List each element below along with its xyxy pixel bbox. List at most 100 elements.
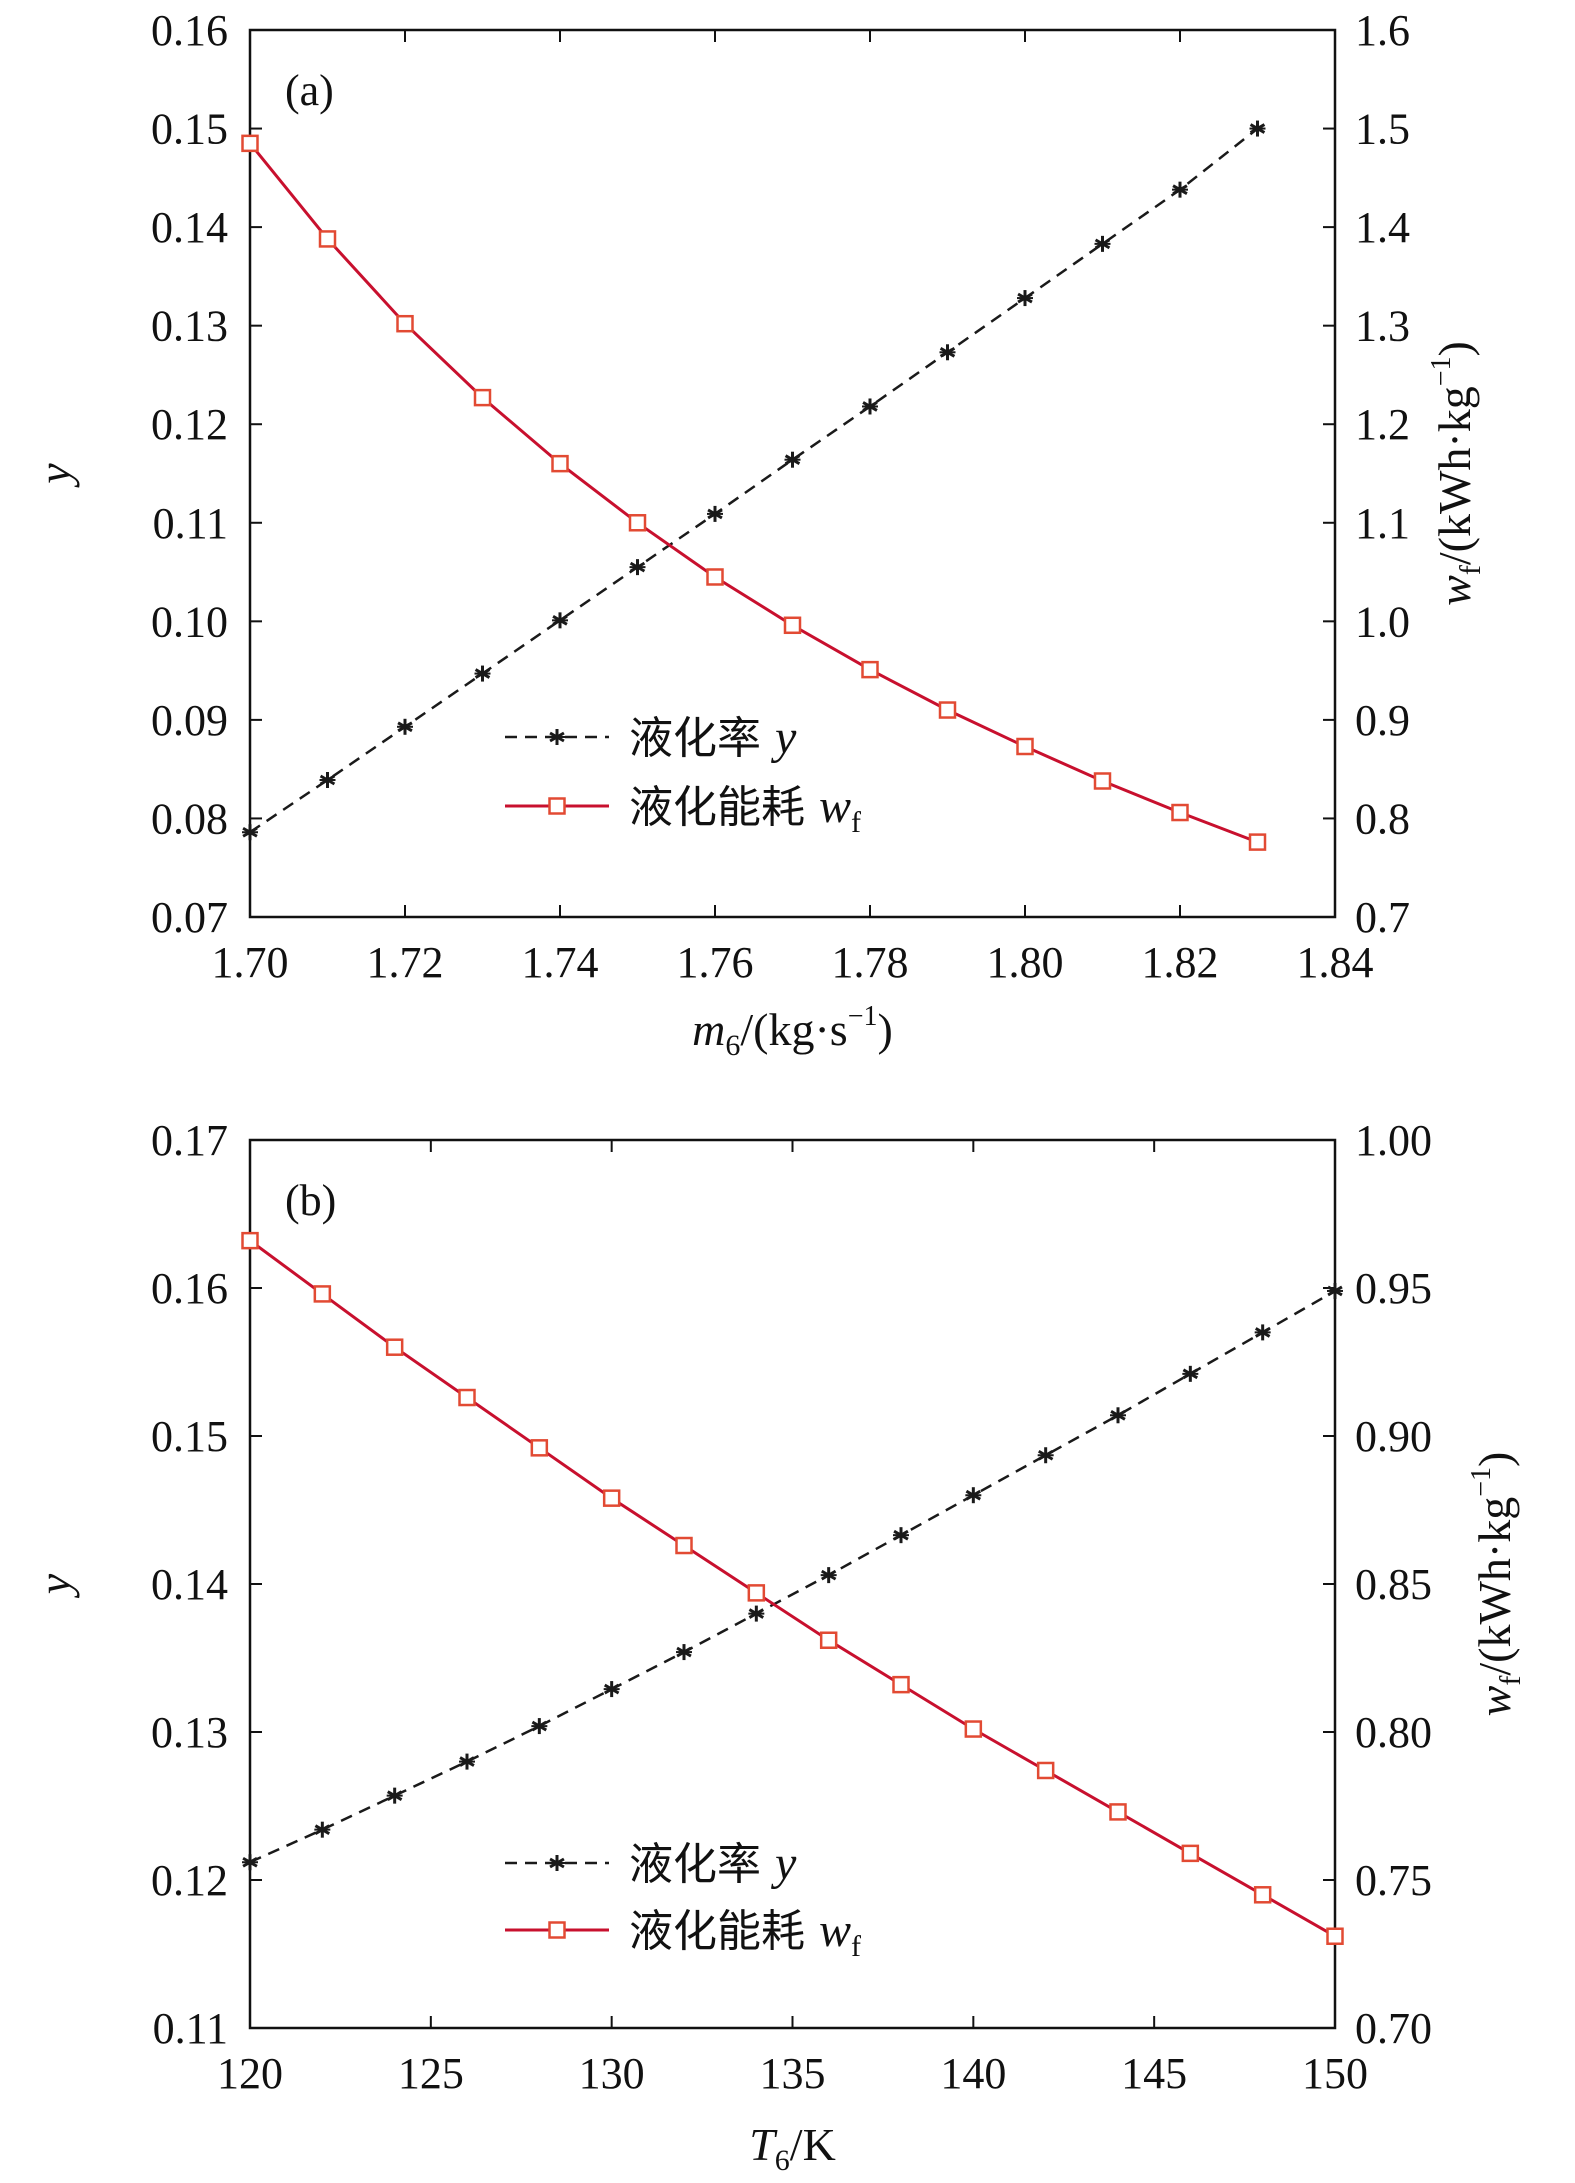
y-tick-label: 0.13 bbox=[151, 1708, 228, 1757]
data-point bbox=[747, 1584, 766, 1602]
data-point bbox=[939, 344, 956, 361]
y-tick-label: 0.14 bbox=[151, 203, 228, 252]
legend-label: 液化能耗 wf bbox=[629, 1904, 861, 1963]
data-point bbox=[458, 1388, 476, 1407]
chart-panel-b: 120 125 130 135 140 145 150 0.11 0.12 0.13 0.14 0.1… bbox=[29, 1116, 1527, 2177]
x-tick-label: 1.70 bbox=[212, 938, 289, 987]
data-point bbox=[862, 398, 878, 415]
data-point bbox=[1327, 1282, 1343, 1299]
series-energy-consumption bbox=[241, 134, 1267, 851]
data-point bbox=[530, 1439, 549, 1457]
x-axis-label: T6/K bbox=[749, 2119, 836, 2177]
data-point bbox=[861, 660, 879, 679]
data-point bbox=[965, 1487, 982, 1504]
y-tick-label: 0.09 bbox=[151, 696, 228, 745]
y2-tick-label: 1.0 bbox=[1355, 597, 1410, 646]
x-tick-label: 1.76 bbox=[677, 938, 754, 987]
data-point bbox=[474, 665, 491, 682]
y2-tick-label: 1.5 bbox=[1355, 105, 1410, 154]
data-point bbox=[1093, 772, 1112, 790]
y-tick-label: 0.11 bbox=[153, 499, 228, 548]
data-point bbox=[892, 1675, 910, 1694]
y2-tick-label: 1.6 bbox=[1355, 6, 1410, 55]
data-point bbox=[1248, 833, 1267, 851]
y-tick-label: 0.12 bbox=[151, 1856, 228, 1905]
plot-frame bbox=[248, 1138, 1337, 2030]
y-tick-label: 0.15 bbox=[151, 105, 228, 154]
legend: 液化率 y 液化能耗 wf bbox=[505, 1837, 861, 1963]
y-tick-label: 0.15 bbox=[151, 1412, 228, 1461]
series-energy-consumption bbox=[241, 1231, 1344, 1945]
data-point bbox=[551, 454, 569, 473]
y-tick-label: 0.08 bbox=[151, 794, 228, 843]
data-point bbox=[893, 1527, 909, 1544]
data-point bbox=[531, 1718, 548, 1735]
x-tick-label: 150 bbox=[1302, 2049, 1368, 2098]
y-tick-label: 0.10 bbox=[151, 597, 228, 646]
x-tick-label: 1.80 bbox=[987, 938, 1064, 987]
y-tick-label: 0.12 bbox=[151, 400, 228, 449]
data-point bbox=[314, 1821, 331, 1838]
series-line bbox=[249, 1289, 1336, 1864]
series-liquefaction-rate bbox=[242, 1282, 1343, 1871]
data-point bbox=[385, 1338, 404, 1356]
y2-tick-label: 0.9 bbox=[1355, 696, 1410, 745]
data-point bbox=[1110, 1407, 1126, 1424]
x-tick-label: 1.78 bbox=[832, 938, 909, 987]
legend-item: 液化能耗 wf bbox=[505, 1904, 861, 1963]
y2-tick-label: 0.95 bbox=[1355, 1264, 1432, 1313]
legend-item: 液化能耗 wf bbox=[505, 780, 861, 839]
legend: 液化率 y 液化能耗 wf bbox=[505, 711, 861, 839]
data-point bbox=[707, 505, 723, 522]
y-axis-label: y bbox=[29, 1573, 80, 1598]
data-point bbox=[820, 1567, 837, 1584]
y2-tick-label: 0.7 bbox=[1355, 893, 1410, 942]
data-point bbox=[1036, 1761, 1055, 1780]
x-tick-label: 120 bbox=[217, 2049, 283, 2098]
x-tick-label: 140 bbox=[940, 2049, 1006, 2098]
y2-tick-label: 0.75 bbox=[1355, 1856, 1432, 1905]
panel-label: (b) bbox=[285, 1176, 336, 1225]
y-tick-label: 0.13 bbox=[151, 302, 228, 351]
x-tick-label: 1.72 bbox=[367, 938, 444, 987]
x-tick-label: 1.74 bbox=[522, 938, 599, 987]
y-tick-label: 0.17 bbox=[151, 1116, 228, 1165]
y-tick-label: 0.16 bbox=[151, 1264, 228, 1313]
data-point bbox=[1037, 1447, 1054, 1464]
y2-tick-label: 0.8 bbox=[1355, 794, 1410, 843]
y2-tick-label: 1.4 bbox=[1355, 203, 1410, 252]
y2-tick-label: 1.00 bbox=[1355, 1116, 1432, 1165]
data-point bbox=[242, 824, 258, 841]
data-point bbox=[603, 1681, 620, 1698]
data-point bbox=[819, 1631, 838, 1649]
legend-label: 液化能耗 wf bbox=[629, 780, 861, 839]
data-point bbox=[318, 230, 337, 248]
data-point bbox=[386, 1787, 403, 1804]
data-point bbox=[706, 568, 724, 586]
data-point bbox=[783, 616, 802, 635]
y2-tick-label: 1.3 bbox=[1355, 302, 1410, 351]
data-point bbox=[675, 1536, 693, 1555]
legend-label: 液化率 y bbox=[629, 1837, 797, 1890]
chart-panel-a: 1.70 1.72 1.74 1.76 1.78 1.80 1.82 1.84 0.07 0.08… bbox=[29, 6, 1487, 1062]
y2-tick-label: 1.2 bbox=[1355, 400, 1410, 449]
data-point bbox=[938, 701, 957, 719]
y2-axis-label: wf/(kWh·kg−1) bbox=[1426, 341, 1487, 606]
data-point bbox=[629, 559, 646, 576]
data-point bbox=[1181, 1844, 1200, 1863]
data-point bbox=[1109, 1803, 1127, 1821]
data-point bbox=[1326, 1927, 1344, 1945]
data-point bbox=[964, 1720, 983, 1738]
data-point bbox=[1171, 803, 1189, 822]
legend-item: 液化率 y bbox=[505, 1837, 797, 1890]
data-point bbox=[241, 1231, 259, 1250]
series-line bbox=[249, 1239, 1336, 1938]
x-tick-label: 125 bbox=[398, 2049, 464, 2098]
data-point bbox=[628, 514, 647, 532]
series-liquefaction-rate bbox=[242, 120, 1266, 841]
data-point bbox=[1172, 181, 1188, 198]
data-point bbox=[473, 388, 492, 407]
series-line bbox=[248, 142, 1259, 844]
plot-frame bbox=[248, 28, 1337, 919]
